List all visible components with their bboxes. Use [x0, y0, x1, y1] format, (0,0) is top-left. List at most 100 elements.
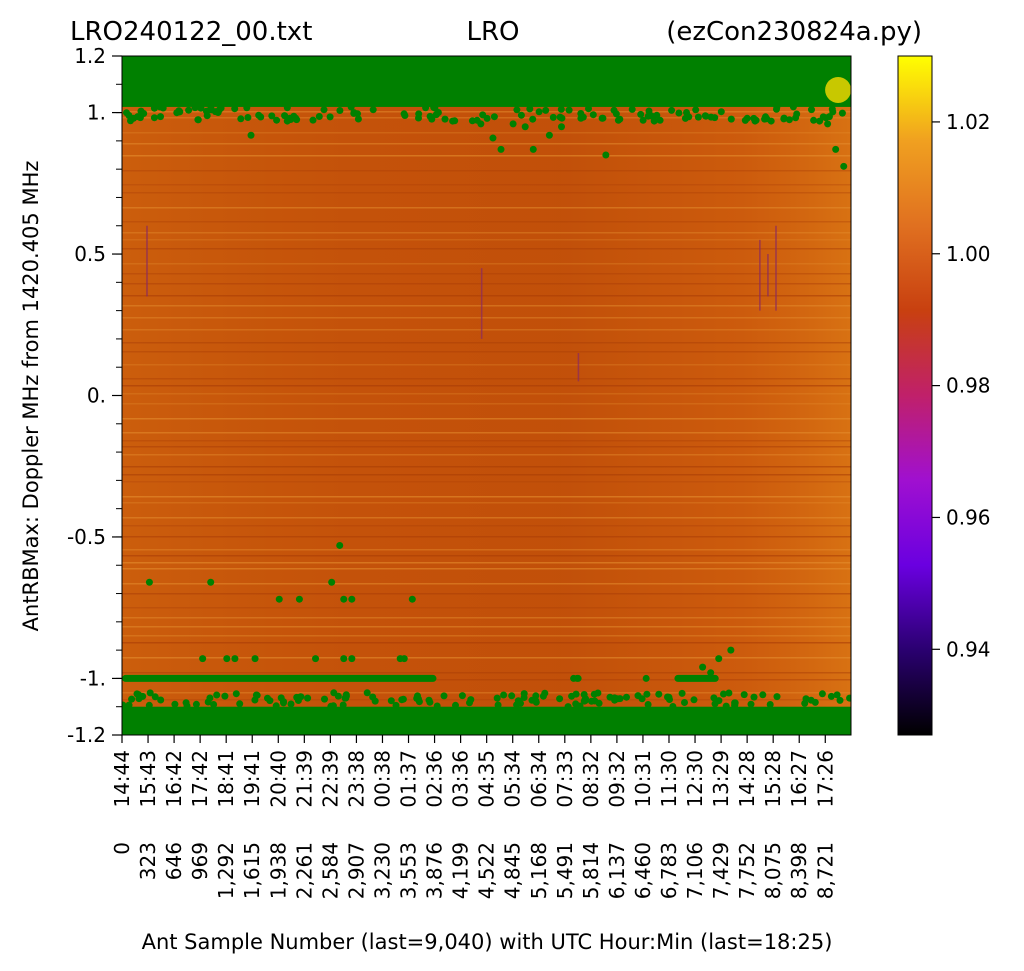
heatmap-row-line — [122, 699, 851, 701]
peak-point — [816, 117, 824, 125]
peak-band-dot — [513, 701, 521, 709]
peak-band-dot — [272, 702, 280, 710]
heatmap-row-line — [122, 132, 851, 134]
peak-band-dot — [568, 692, 576, 700]
peak-band-dot — [287, 700, 295, 708]
peak-band-dot — [145, 701, 153, 709]
peak-band-dot — [694, 113, 702, 121]
x-tick-label-time: 21:39 — [292, 750, 316, 808]
peak-band-dot — [759, 691, 767, 699]
heatmap-row-line — [122, 607, 851, 609]
peak-point — [340, 655, 348, 663]
heatmap-row-line — [122, 143, 851, 145]
x-tick-label-time: 13:29 — [709, 750, 733, 808]
x-tick-label-sample: 3,553 — [397, 842, 421, 899]
peak-band-dot — [334, 692, 342, 700]
peak-band-dot — [785, 116, 793, 124]
heatmap-row-line — [122, 403, 851, 405]
heatmap-row-line — [122, 351, 851, 353]
peak-point — [231, 655, 239, 663]
peak-point — [602, 151, 610, 159]
heatmap-row-line — [122, 635, 851, 637]
peak-band-dot — [500, 691, 508, 699]
peak-band-dot — [598, 114, 606, 122]
heatmap-streak — [775, 225, 777, 311]
peak-band-dot — [589, 111, 597, 119]
peak-band-dot — [428, 115, 436, 123]
peak-band-dot — [415, 698, 423, 706]
x-tick-label-time: 16:27 — [787, 750, 811, 808]
x-tick-label-sample: 0 — [110, 842, 134, 855]
peak-point — [824, 120, 832, 128]
heatmap-row-line — [122, 329, 851, 331]
peak-band-dot — [440, 692, 448, 700]
x-tick-label-time: 08:32 — [579, 750, 603, 808]
peak-band-dot — [653, 111, 661, 119]
peak-band-dot — [565, 106, 573, 114]
heatmap-row-line — [122, 317, 851, 319]
peak-band-dot — [644, 701, 652, 708]
x-tick-label-sample: 6,137 — [605, 842, 629, 899]
heatmap-row-line — [122, 170, 851, 172]
peak-band-dot — [425, 696, 433, 704]
peak-band-dot — [398, 696, 406, 704]
x-tick-label-sample: 3,230 — [370, 842, 394, 899]
peak-band-dot — [628, 105, 636, 113]
peak-band-dot — [336, 107, 344, 114]
x-tick-label-time: 12:30 — [683, 750, 707, 808]
peak-band-dot — [493, 694, 501, 702]
peak-band-dot — [342, 694, 350, 702]
peak-band-dot — [494, 701, 502, 709]
peak-line-segment — [674, 674, 719, 682]
peak-band-dot — [197, 104, 205, 112]
peak-band-dot — [529, 115, 537, 123]
x-tick-label-sample: 7,106 — [683, 842, 707, 899]
peak-band-dot — [327, 702, 335, 710]
peak-band-dot — [655, 690, 663, 698]
current-marker — [825, 76, 851, 103]
x-tick-label-sample: 7,752 — [735, 842, 759, 899]
peak-band-dot — [576, 702, 584, 710]
peak-point — [348, 655, 356, 663]
peak-band-dot — [731, 699, 739, 707]
peak-band-dot — [690, 696, 698, 704]
peak-band-dot — [780, 114, 788, 122]
peak-point — [557, 123, 565, 131]
peak-band-dot — [171, 700, 179, 708]
peak-band-dot — [264, 694, 271, 702]
heatmap-row-line — [122, 562, 851, 564]
peak-band — [122, 706, 851, 735]
peak-point — [727, 646, 735, 654]
peak-band-dot — [140, 110, 148, 117]
peak-band-dot — [558, 114, 566, 122]
x-tick-label-time: 14:28 — [735, 750, 759, 808]
x-tick-label-sample: 1,938 — [266, 842, 290, 899]
x-tick-label-time: 04:35 — [475, 750, 499, 808]
x-tick-label-sample: 2,261 — [292, 842, 316, 899]
peak-band-dot — [210, 701, 218, 708]
peak-band-dot — [232, 690, 240, 698]
heatmap-row-line — [122, 555, 851, 557]
heatmap-row-line — [122, 583, 851, 585]
peak-point — [295, 595, 303, 603]
peak-band-dot — [237, 115, 245, 123]
x-tick-label-time: 22:39 — [318, 750, 342, 808]
x-tick-label-time: 17:42 — [188, 750, 212, 808]
heatmap-row-line — [122, 568, 851, 570]
peak-band-dot — [595, 699, 603, 707]
heatmap-row-line — [122, 454, 851, 456]
y-axis-label: AntRBMax: Doppler MHz from 1420.405 MHz — [19, 161, 43, 632]
peak-band-dot — [281, 112, 289, 120]
x-tick-label-time: 15:28 — [761, 750, 785, 808]
peak-band-dot — [725, 689, 733, 697]
peak-band-dot — [669, 703, 677, 710]
peak-band-dot — [675, 109, 683, 117]
peak-point — [400, 655, 408, 663]
colorbar-tick-label: 1.00 — [946, 242, 991, 266]
x-tick-label-time: 14:44 — [110, 750, 134, 808]
colorbar-tick-label: 0.96 — [946, 505, 991, 529]
peak-band-dot — [309, 116, 317, 124]
peak-band-dot — [585, 105, 592, 113]
heatmap-shading — [122, 56, 851, 735]
